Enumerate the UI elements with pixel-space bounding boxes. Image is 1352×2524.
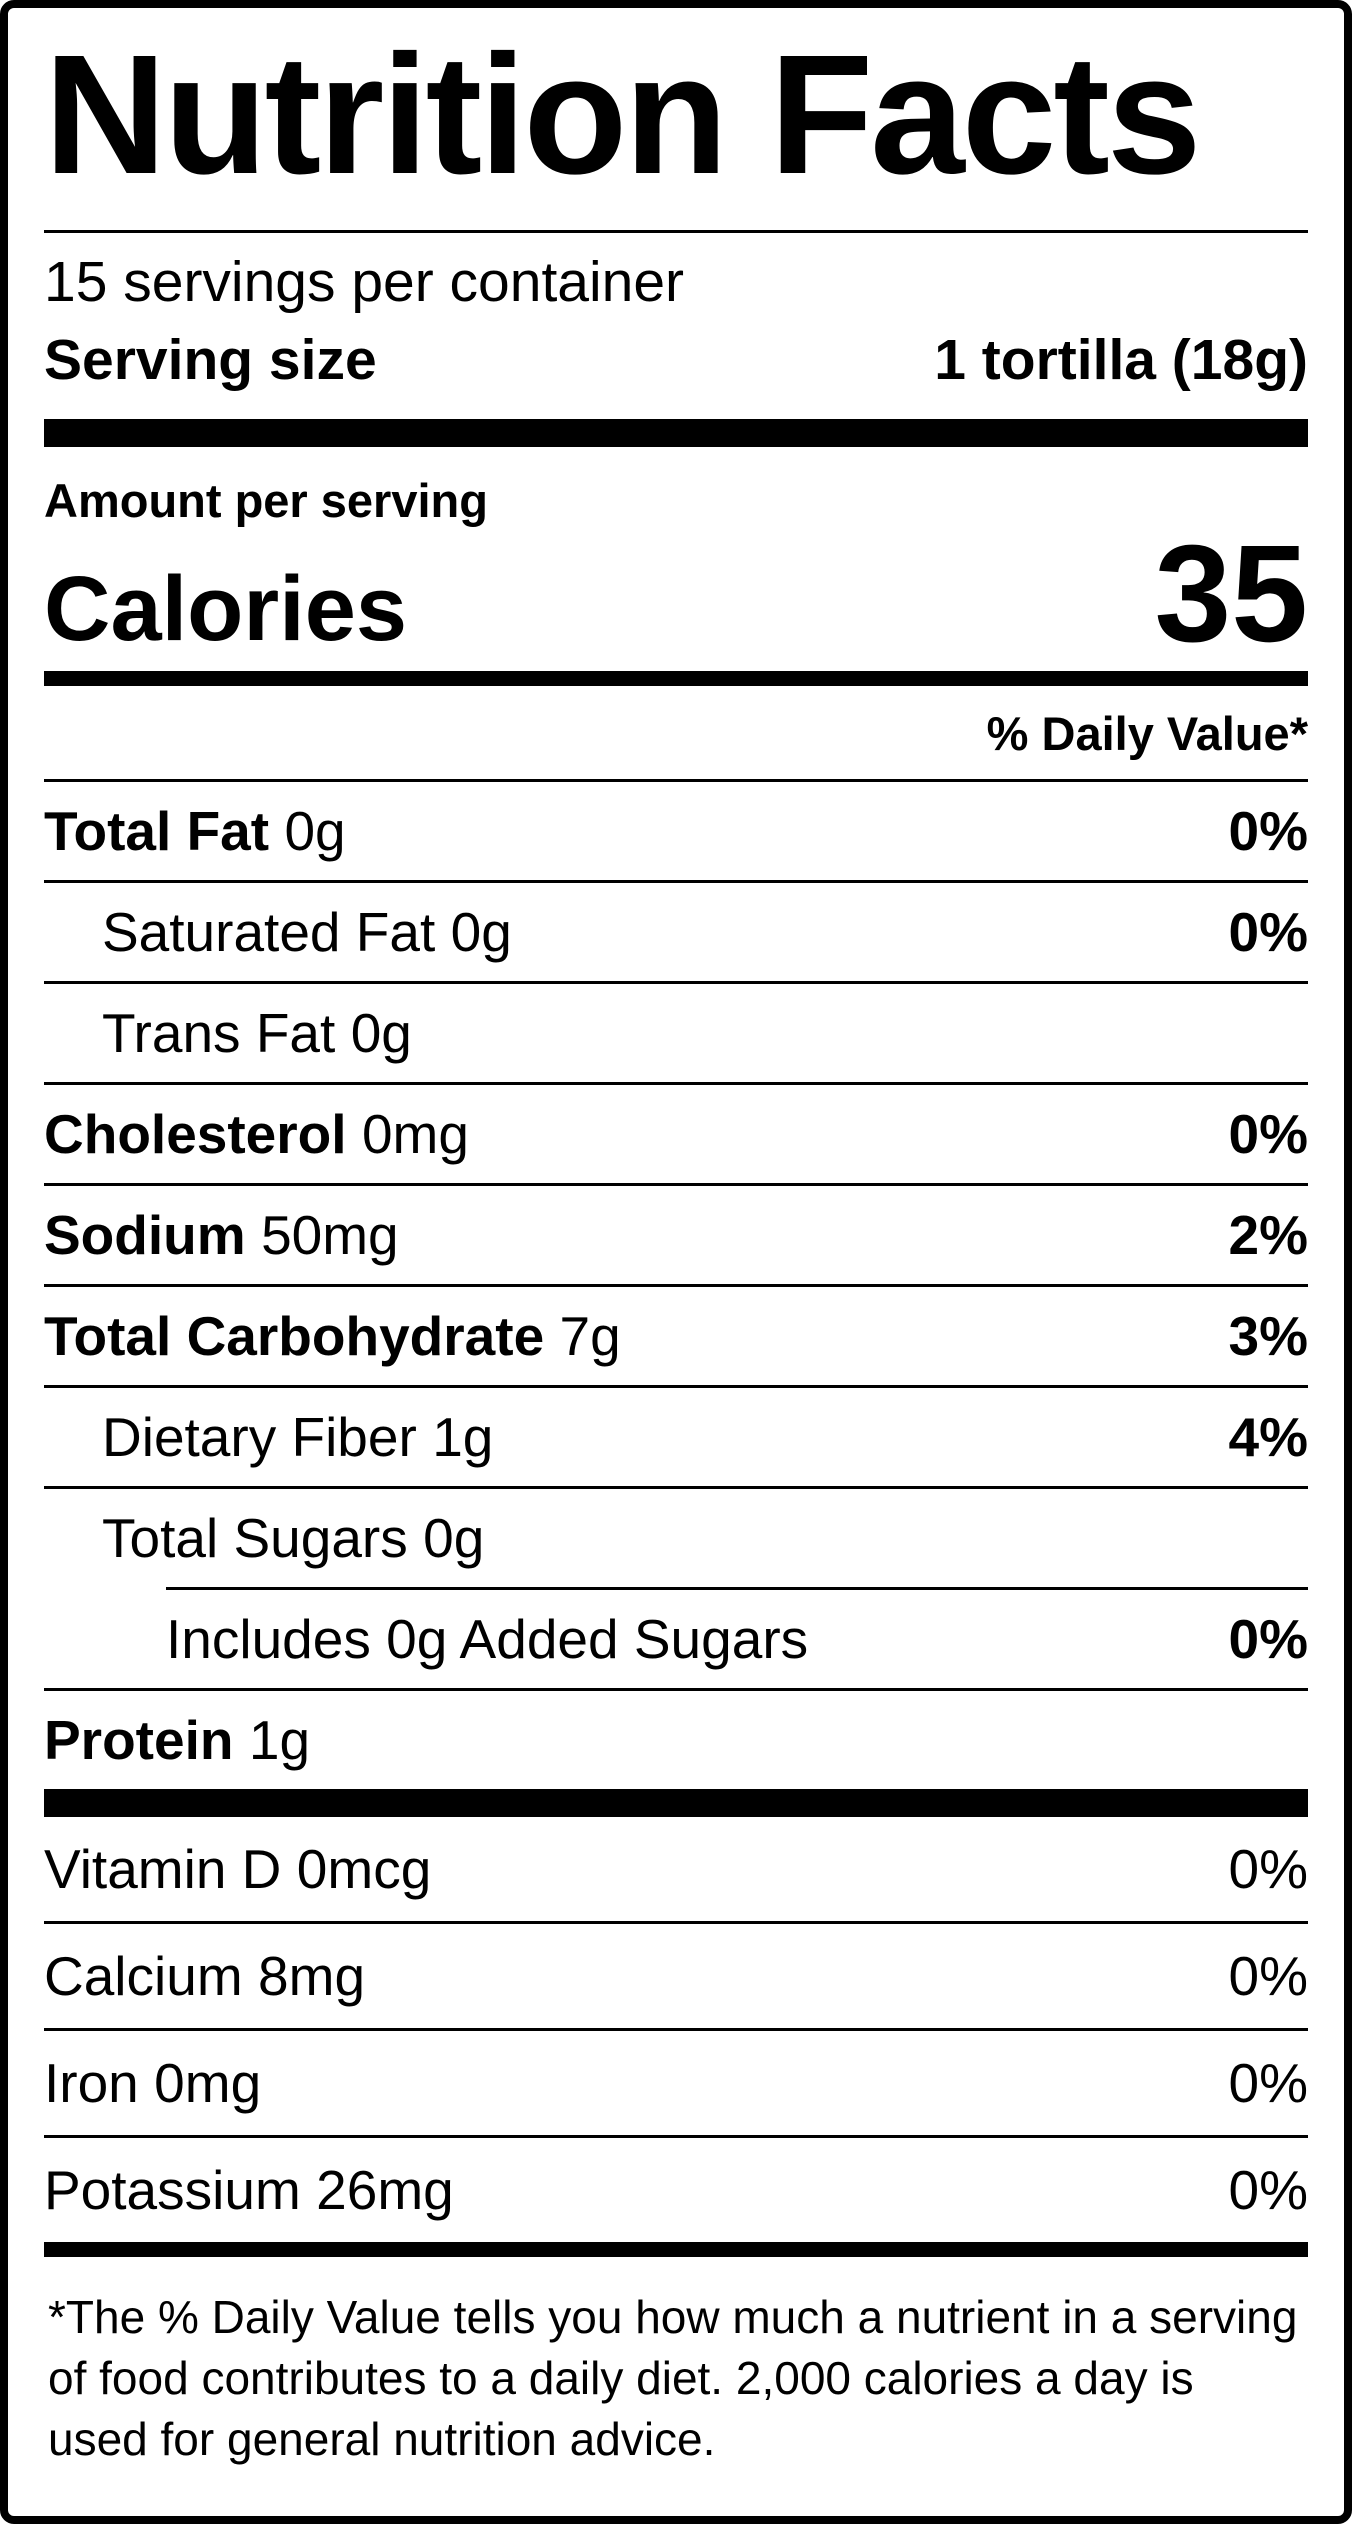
divider-indented — [166, 1587, 1308, 1591]
nutrient-amount: 7g — [559, 1305, 621, 1368]
divider-thick — [44, 419, 1308, 447]
nutrient-name-amount: Iron 0mg — [44, 2051, 261, 2115]
nutrient-name: Sodium — [44, 1204, 246, 1267]
nutrient-name-amount: Total Carbohydrate 7g — [44, 1304, 621, 1368]
serving-size-value: 1 tortilla (18g) — [934, 328, 1308, 392]
nutrient-dv: 0% — [1228, 901, 1309, 964]
nutrient-name-amount: Protein 1g — [44, 1708, 310, 1772]
nutrient-name: Calcium — [44, 1945, 243, 2008]
nutrient-name: Cholesterol — [44, 1103, 347, 1166]
nutrient-name-amount: Saturated Fat 0g — [44, 900, 512, 964]
nutrient-name-amount: Cholesterol 0mg — [44, 1102, 469, 1166]
nutrient-dv: 0% — [1228, 1103, 1309, 1166]
nutrient-dv: 0% — [1228, 2052, 1309, 2115]
nutrient-row-potassium: Potassium 26mg 0% — [44, 2135, 1308, 2242]
nutrient-name: Iron — [44, 2052, 139, 2115]
amount-per-serving-label: Amount per serving — [44, 474, 488, 527]
nutrient-name-amount: Total Sugars 0g — [44, 1506, 484, 1570]
nutrient-amount: 1g — [248, 1709, 311, 1772]
nutrient-amount: 0mg — [154, 2052, 262, 2115]
nutrient-name: Potassium — [44, 2159, 301, 2222]
nutrient-row-iron: Iron 0mg 0% — [44, 2028, 1308, 2135]
daily-value-header: % Daily Value* — [986, 707, 1308, 761]
nutrient-amount: 0mg — [361, 1103, 469, 1166]
nutrient-amount: 0g — [350, 1002, 412, 1065]
nutrient-row-cholesterol: Cholesterol 0mg 0% — [44, 1082, 1308, 1183]
nutrient-dv: 0% — [1228, 2159, 1309, 2222]
nutrient-name: Includes 0g Added Sugars — [166, 1608, 809, 1671]
servings-per-container: 15 servings per container — [44, 250, 685, 314]
nutrient-amount: 1g — [432, 1406, 494, 1469]
nutrient-name: Dietary Fiber — [102, 1406, 417, 1469]
divider-medium — [44, 2242, 1308, 2258]
nutrient-name: Saturated Fat — [102, 901, 436, 964]
nutrient-name: Vitamin D — [44, 1838, 282, 1901]
nutrient-row-added-sugars: Includes 0g Added Sugars 0% — [44, 1590, 1308, 1688]
nutrient-row-total-fat: Total Fat 0g 0% — [44, 779, 1308, 880]
nutrient-dv: 0% — [1228, 1608, 1309, 1671]
nutrient-name: Protein — [44, 1709, 234, 1772]
serving-size-row: Serving size 1 tortilla (18g) — [44, 319, 1308, 419]
nutrient-name-amount: Vitamin D 0mcg — [44, 1837, 431, 1901]
nutrient-name-amount: Calcium 8mg — [44, 1944, 365, 2008]
nutrient-name: Trans Fat — [102, 1002, 336, 1065]
nutrient-amount: 0g — [423, 1507, 485, 1570]
nutrient-row-total-carbohydrate: Total Carbohydrate 7g 3% — [44, 1284, 1308, 1385]
nutrient-name: Total Carbohydrate — [44, 1305, 545, 1368]
serving-size-label: Serving size — [44, 328, 377, 392]
nutrient-row-total-sugars: Total Sugars 0g — [44, 1486, 1308, 1587]
nutrient-row-dietary-fiber: Dietary Fiber 1g 4% — [44, 1385, 1308, 1486]
nutrient-name-amount: Total Fat 0g — [44, 799, 346, 863]
divider-thin — [44, 230, 1308, 233]
nutrient-dv: 2% — [1228, 1204, 1309, 1267]
nutrient-amount: 0mcg — [296, 1838, 432, 1901]
nutrient-row-vitamin-d: Vitamin D 0mcg 0% — [44, 1817, 1308, 1921]
nutrient-row-trans-fat: Trans Fat 0g — [44, 981, 1308, 1082]
calories-label: Calories — [44, 558, 408, 661]
calories-row: Calories 35 — [44, 517, 1309, 671]
nutrient-name-amount: Trans Fat 0g — [44, 1001, 412, 1065]
nutrient-amount: 50mg — [261, 1204, 399, 1267]
label-title: Nutrition Facts — [44, 20, 1201, 210]
nutrient-dv: 0% — [1228, 1838, 1309, 1901]
nutrient-row-saturated-fat: Saturated Fat 0g 0% — [44, 880, 1308, 981]
nutrient-row-calcium: Calcium 8mg 0% — [44, 1921, 1308, 2028]
micronutrients-section: Vitamin D 0mcg 0% Calcium 8mg 0% Iron 0mg 0… — [44, 1817, 1308, 2242]
nutrient-dv: 4% — [1228, 1406, 1309, 1469]
calories-value: 35 — [1154, 517, 1309, 671]
nutrient-amount: 8mg — [258, 1945, 366, 2008]
nutrient-name-amount: Potassium 26mg — [44, 2158, 454, 2222]
nutrient-dv: 0% — [1228, 1945, 1309, 2008]
nutrient-amount: 0g — [450, 901, 512, 964]
nutrient-name-amount: Includes 0g Added Sugars — [44, 1607, 808, 1671]
nutrient-dv: 0% — [1228, 800, 1309, 863]
nutrient-row-protein: Protein 1g — [44, 1688, 1308, 1789]
nutrient-name: Total Sugars — [102, 1507, 408, 1570]
nutrient-amount: 26mg — [316, 2159, 454, 2222]
nutrient-dv: 3% — [1228, 1305, 1309, 1368]
divider-thick — [44, 1789, 1308, 1818]
nutrient-name-amount: Dietary Fiber 1g — [44, 1405, 493, 1469]
nutrient-row-sodium: Sodium 50mg 2% — [44, 1183, 1308, 1284]
nutrient-amount: 0g — [284, 800, 346, 863]
nutrient-name-amount: Sodium 50mg — [44, 1203, 399, 1267]
nutrient-name: Total Fat — [44, 800, 270, 863]
daily-value-footnote: *The % Daily Value tells you how much a … — [48, 2291, 1298, 2465]
divider-medium — [44, 671, 1308, 687]
